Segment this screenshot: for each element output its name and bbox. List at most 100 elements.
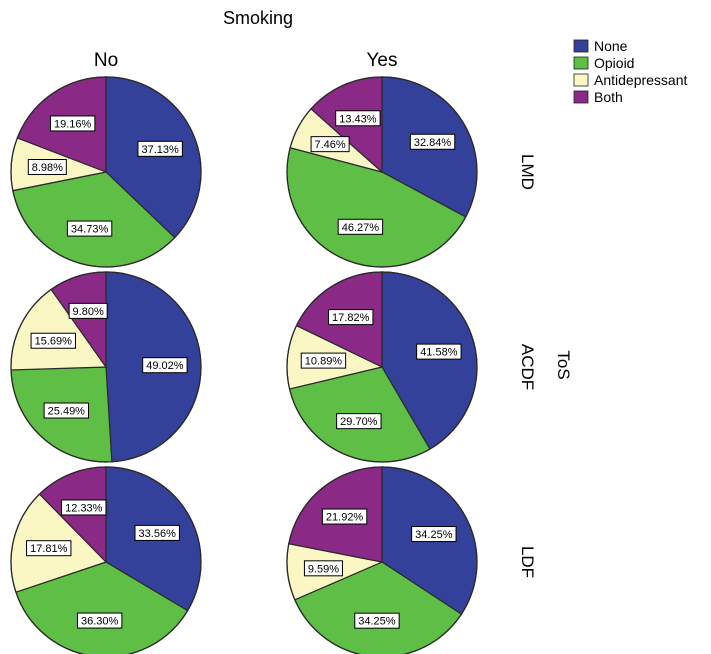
pie-label-antidepressant: 15.69% xyxy=(30,332,76,349)
pie-label-text-antidepressant: 9.59% xyxy=(308,563,339,575)
pie-label-box-none xyxy=(134,524,180,541)
pie-label-box-both xyxy=(335,110,381,127)
legend-label-antidepressant: Antidepressant xyxy=(594,72,688,88)
pie-label-box-antidepressant xyxy=(26,540,72,557)
pie-label-text-none: 34.25% xyxy=(415,529,453,541)
pie-acdf-yes: 41.58% 29.70% 10.89% 17.82% xyxy=(286,271,478,463)
pie-label-none: 49.02% xyxy=(142,357,188,374)
pie-label-opioid: 46.27% xyxy=(337,218,384,235)
pie-outline xyxy=(10,76,202,268)
pie-ldf-yes: 34.25% 34.25% 9.59% 21.92% xyxy=(286,466,478,654)
pie-label-text-both: 21.92% xyxy=(326,512,364,524)
row-label-ldf: LDF xyxy=(518,546,537,578)
pie-label-antidepressant: 7.46% xyxy=(310,136,350,153)
pie-label-text-both: 12.33% xyxy=(65,502,103,514)
pie-label-text-none: 32.84% xyxy=(414,137,452,149)
pie-label-text-none: 37.13% xyxy=(141,144,179,156)
row-label-lmd: LMD xyxy=(518,154,537,190)
pie-label-text-opioid: 29.70% xyxy=(340,416,378,428)
pie-outline xyxy=(286,466,478,654)
pie-label-box-antidepressant xyxy=(27,159,67,176)
pie-label-box-both xyxy=(49,115,96,132)
pie-label-text-antidepressant: 7.46% xyxy=(315,139,346,151)
pie-label-text-opioid: 34.25% xyxy=(358,616,396,628)
pie-lmd-yes: 32.84% 46.27% 7.46% 13.43% xyxy=(286,76,478,268)
pie-label-text-none: 33.56% xyxy=(139,528,177,540)
pie-label-box-antidepressant xyxy=(30,332,76,349)
pie-label-text-opioid: 46.27% xyxy=(342,222,380,234)
row-panel-title: ToS xyxy=(554,350,573,379)
pie-label-opioid: 34.73% xyxy=(66,220,113,237)
legend-label-both: Both xyxy=(594,89,623,105)
legend-label-opioid: Opioid xyxy=(594,55,634,71)
pie-outline xyxy=(286,76,478,268)
pie-label-box-none xyxy=(409,133,456,150)
pie-label-box-antidepressant xyxy=(300,352,347,369)
pie-label-text-antidepressant: 17.81% xyxy=(30,543,68,555)
pie-label-text-both: 13.43% xyxy=(339,113,377,125)
pie-label-box-none xyxy=(411,526,457,543)
pie-label-box-both xyxy=(68,302,108,319)
pie-label-box-opioid xyxy=(66,220,113,237)
pie-label-box-opioid xyxy=(76,612,123,629)
pie-label-box-none xyxy=(137,140,183,157)
pie-label-antidepressant: 9.59% xyxy=(303,560,343,577)
legend: None Opioid Antidepressant Both xyxy=(573,38,688,105)
pie-label-text-both: 19.16% xyxy=(54,118,92,130)
legend-label-none: None xyxy=(594,38,628,54)
pie-outline xyxy=(10,466,202,654)
pie-label-none: 34.25% xyxy=(411,526,457,543)
pie-label-box-both xyxy=(328,309,374,326)
pie-label-box-opioid xyxy=(43,402,90,419)
pie-label-none: 41.58% xyxy=(416,343,462,360)
pie-label-opioid: 34.25% xyxy=(354,612,400,629)
pie-ldf-no: 33.56% 36.30% 17.81% 12.33% xyxy=(10,466,202,654)
column-header-yes: Yes xyxy=(367,50,398,71)
pie-lmd-no: 37.13% 34.73% 8.98% 19.16% xyxy=(10,76,202,268)
pie-label-text-opioid: 34.73% xyxy=(71,224,109,236)
pie-label-antidepressant: 17.81% xyxy=(26,540,72,557)
pie-label-opioid: 25.49% xyxy=(43,402,90,419)
pie-label-both: 13.43% xyxy=(335,110,381,127)
pie-label-text-none: 49.02% xyxy=(146,360,184,372)
pie-label-box-opioid xyxy=(337,218,384,235)
pie-label-box-antidepressant xyxy=(310,136,350,153)
pie-outline xyxy=(286,271,478,463)
pie-label-text-antidepressant: 8.98% xyxy=(32,162,63,174)
pie-label-none: 32.84% xyxy=(409,133,456,150)
pie-label-text-none: 41.58% xyxy=(420,347,458,359)
pie-outline xyxy=(10,271,202,463)
pie-label-opioid: 29.70% xyxy=(336,413,382,430)
pie-label-both: 19.16% xyxy=(49,115,96,132)
pie-label-none: 37.13% xyxy=(137,140,183,157)
pie-label-box-both xyxy=(321,508,368,525)
pie-panels: 37.13% 34.73% 8.98% 19.16% 32.84% 46.27% 7.46%… xyxy=(10,76,478,654)
pie-label-box-opioid xyxy=(336,413,382,430)
pie-label-text-antidepressant: 10.89% xyxy=(305,356,343,368)
pie-label-box-none xyxy=(416,343,462,360)
pie-label-box-none xyxy=(142,357,188,374)
legend-swatch-opioid xyxy=(573,56,589,70)
pie-label-opioid: 36.30% xyxy=(76,612,123,629)
pie-label-both: 21.92% xyxy=(321,508,368,525)
chart-title: Smoking xyxy=(223,8,293,28)
pie-label-box-opioid xyxy=(354,612,400,629)
pie-label-text-antidepressant: 15.69% xyxy=(35,336,73,348)
pie-label-text-both: 17.82% xyxy=(332,312,370,324)
row-label-acdf: ACDF xyxy=(518,344,537,390)
pie-label-text-opioid: 36.30% xyxy=(81,616,119,628)
pie-label-both: 9.80% xyxy=(68,302,108,319)
legend-swatch-both xyxy=(573,90,589,104)
pie-label-none: 33.56% xyxy=(134,524,180,541)
pie-label-antidepressant: 10.89% xyxy=(300,352,347,369)
pie-label-both: 12.33% xyxy=(61,499,107,516)
pie-label-both: 17.82% xyxy=(328,309,374,326)
pie-label-antidepressant: 8.98% xyxy=(27,159,67,176)
pie-label-text-opioid: 25.49% xyxy=(48,406,86,418)
pie-label-box-both xyxy=(61,499,107,516)
pie-acdf-no: 49.02% 25.49% 15.69% 9.80% xyxy=(10,271,202,463)
column-header-no: No xyxy=(94,50,118,71)
pie-label-text-both: 9.80% xyxy=(73,306,104,318)
legend-swatch-none xyxy=(573,39,589,53)
